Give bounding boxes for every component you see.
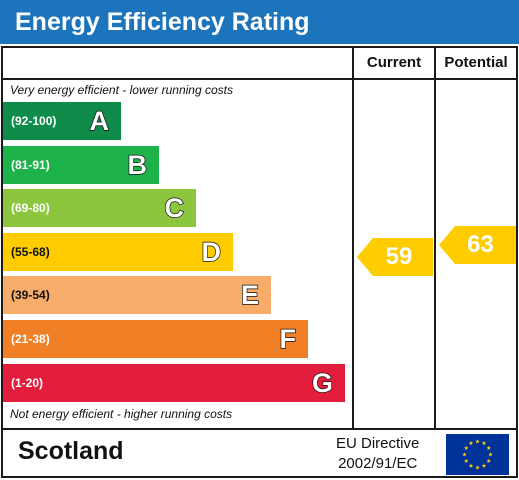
column-divider-potential xyxy=(434,48,436,428)
band-range: (55-68) xyxy=(11,245,50,259)
top-caption: Very energy efficient - lower running co… xyxy=(10,83,233,97)
column-divider-current xyxy=(352,48,354,428)
band-letter: E xyxy=(240,279,259,310)
band-d: (55-68) D xyxy=(3,233,233,271)
band-a: (92-100) A xyxy=(3,102,121,140)
band-range: (1-20) xyxy=(11,376,44,390)
band-range: (39-54) xyxy=(11,288,50,302)
band-letter: D xyxy=(201,236,222,267)
eu-star-icon xyxy=(475,465,480,470)
eu-star-icon xyxy=(463,458,469,463)
current-column-heading: Current xyxy=(366,54,422,71)
eu-star-icon xyxy=(463,445,469,450)
eu-flag-icon xyxy=(446,434,509,475)
current-arrow-shape xyxy=(357,238,433,276)
band-c: (69-80) C xyxy=(3,189,196,227)
band-letter: G xyxy=(311,367,333,398)
page-title: Energy Efficiency Rating xyxy=(0,0,519,44)
eu-star-icon xyxy=(481,440,487,446)
eu-star-icon xyxy=(468,463,474,468)
eu-directive: EU Directive 2002/91/EC xyxy=(336,434,419,474)
header-row-divider xyxy=(3,78,516,80)
band-g: (1-20) G xyxy=(3,364,345,402)
eu-star-icon xyxy=(488,452,493,457)
current-rating-arrow: 59 xyxy=(357,238,433,276)
current-rating-value: 59 xyxy=(385,243,413,270)
region-name: Scotland xyxy=(18,437,124,465)
band-range: (92-100) xyxy=(11,114,57,128)
footer-divider xyxy=(3,428,516,430)
eu-star-icon xyxy=(475,439,480,444)
band-letter: B xyxy=(127,149,148,180)
eu-star-icon xyxy=(462,452,467,457)
band-range: (69-80) xyxy=(11,201,50,215)
band-b: (81-91) B xyxy=(3,146,159,184)
eu-star-icon xyxy=(486,458,492,463)
eu-star-icon xyxy=(481,463,487,468)
bottom-caption: Not energy efficient - higher running co… xyxy=(10,407,233,421)
band-f: (21-38) F xyxy=(3,320,308,358)
band-range: (81-91) xyxy=(11,158,50,172)
eu-directive-line2: 2002/91/EC xyxy=(338,455,418,472)
potential-column-heading: Potential xyxy=(444,54,508,71)
band-e: (39-54) E xyxy=(3,276,271,314)
band-letter: F xyxy=(279,323,297,354)
eu-star-icon xyxy=(468,440,474,446)
eu-directive-line1: EU Directive xyxy=(336,435,420,452)
potential-rating-value: 63 xyxy=(467,231,494,258)
band-range: (21-38) xyxy=(11,332,50,346)
band-letter: C xyxy=(164,192,185,223)
potential-rating-arrow: 63 xyxy=(439,226,516,264)
potential-arrow-shape xyxy=(439,226,516,264)
rating-chart-frame xyxy=(1,46,518,478)
band-letter: A xyxy=(89,105,110,136)
eu-star-icon xyxy=(486,445,492,450)
